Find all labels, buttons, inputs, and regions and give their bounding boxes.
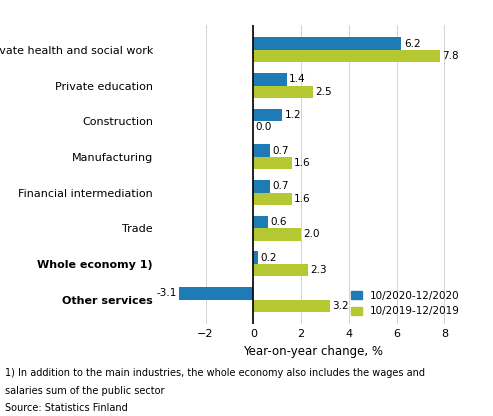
- Bar: [253, 251, 258, 264]
- Bar: [253, 50, 440, 62]
- Bar: [179, 287, 253, 300]
- Text: 2.5: 2.5: [316, 87, 332, 97]
- Text: salaries sum of the public sector: salaries sum of the public sector: [5, 386, 165, 396]
- Bar: [253, 228, 301, 241]
- Text: 1.4: 1.4: [289, 74, 306, 84]
- Text: 0.7: 0.7: [273, 146, 289, 156]
- X-axis label: Year-on-year change, %: Year-on-year change, %: [243, 345, 383, 358]
- Bar: [253, 73, 287, 86]
- Text: 0.0: 0.0: [256, 122, 272, 132]
- Text: 1.6: 1.6: [294, 194, 311, 204]
- Text: 3.2: 3.2: [332, 301, 349, 311]
- Text: 0.7: 0.7: [273, 181, 289, 191]
- Text: 6.2: 6.2: [404, 39, 421, 49]
- Text: 1.6: 1.6: [294, 158, 311, 168]
- Bar: [253, 37, 401, 50]
- Text: -3.1: -3.1: [156, 288, 177, 298]
- Text: 1.2: 1.2: [284, 110, 301, 120]
- Text: 2.0: 2.0: [304, 230, 320, 240]
- Text: Source: Statistics Finland: Source: Statistics Finland: [5, 403, 128, 413]
- Text: 0.2: 0.2: [260, 253, 277, 262]
- Text: 7.8: 7.8: [442, 51, 458, 61]
- Bar: [253, 216, 268, 228]
- Bar: [253, 193, 291, 205]
- Legend: 10/2020-12/2020, 10/2019-12/2019: 10/2020-12/2020, 10/2019-12/2019: [348, 288, 463, 319]
- Bar: [253, 157, 291, 169]
- Bar: [253, 300, 330, 312]
- Bar: [253, 86, 313, 98]
- Text: 2.3: 2.3: [311, 265, 327, 275]
- Text: 0.6: 0.6: [270, 217, 286, 227]
- Bar: [253, 264, 308, 276]
- Text: 1) In addition to the main industries, the whole economy also includes the wages: 1) In addition to the main industries, t…: [5, 368, 425, 378]
- Bar: [253, 144, 270, 157]
- Bar: [253, 180, 270, 193]
- Bar: [253, 109, 282, 121]
